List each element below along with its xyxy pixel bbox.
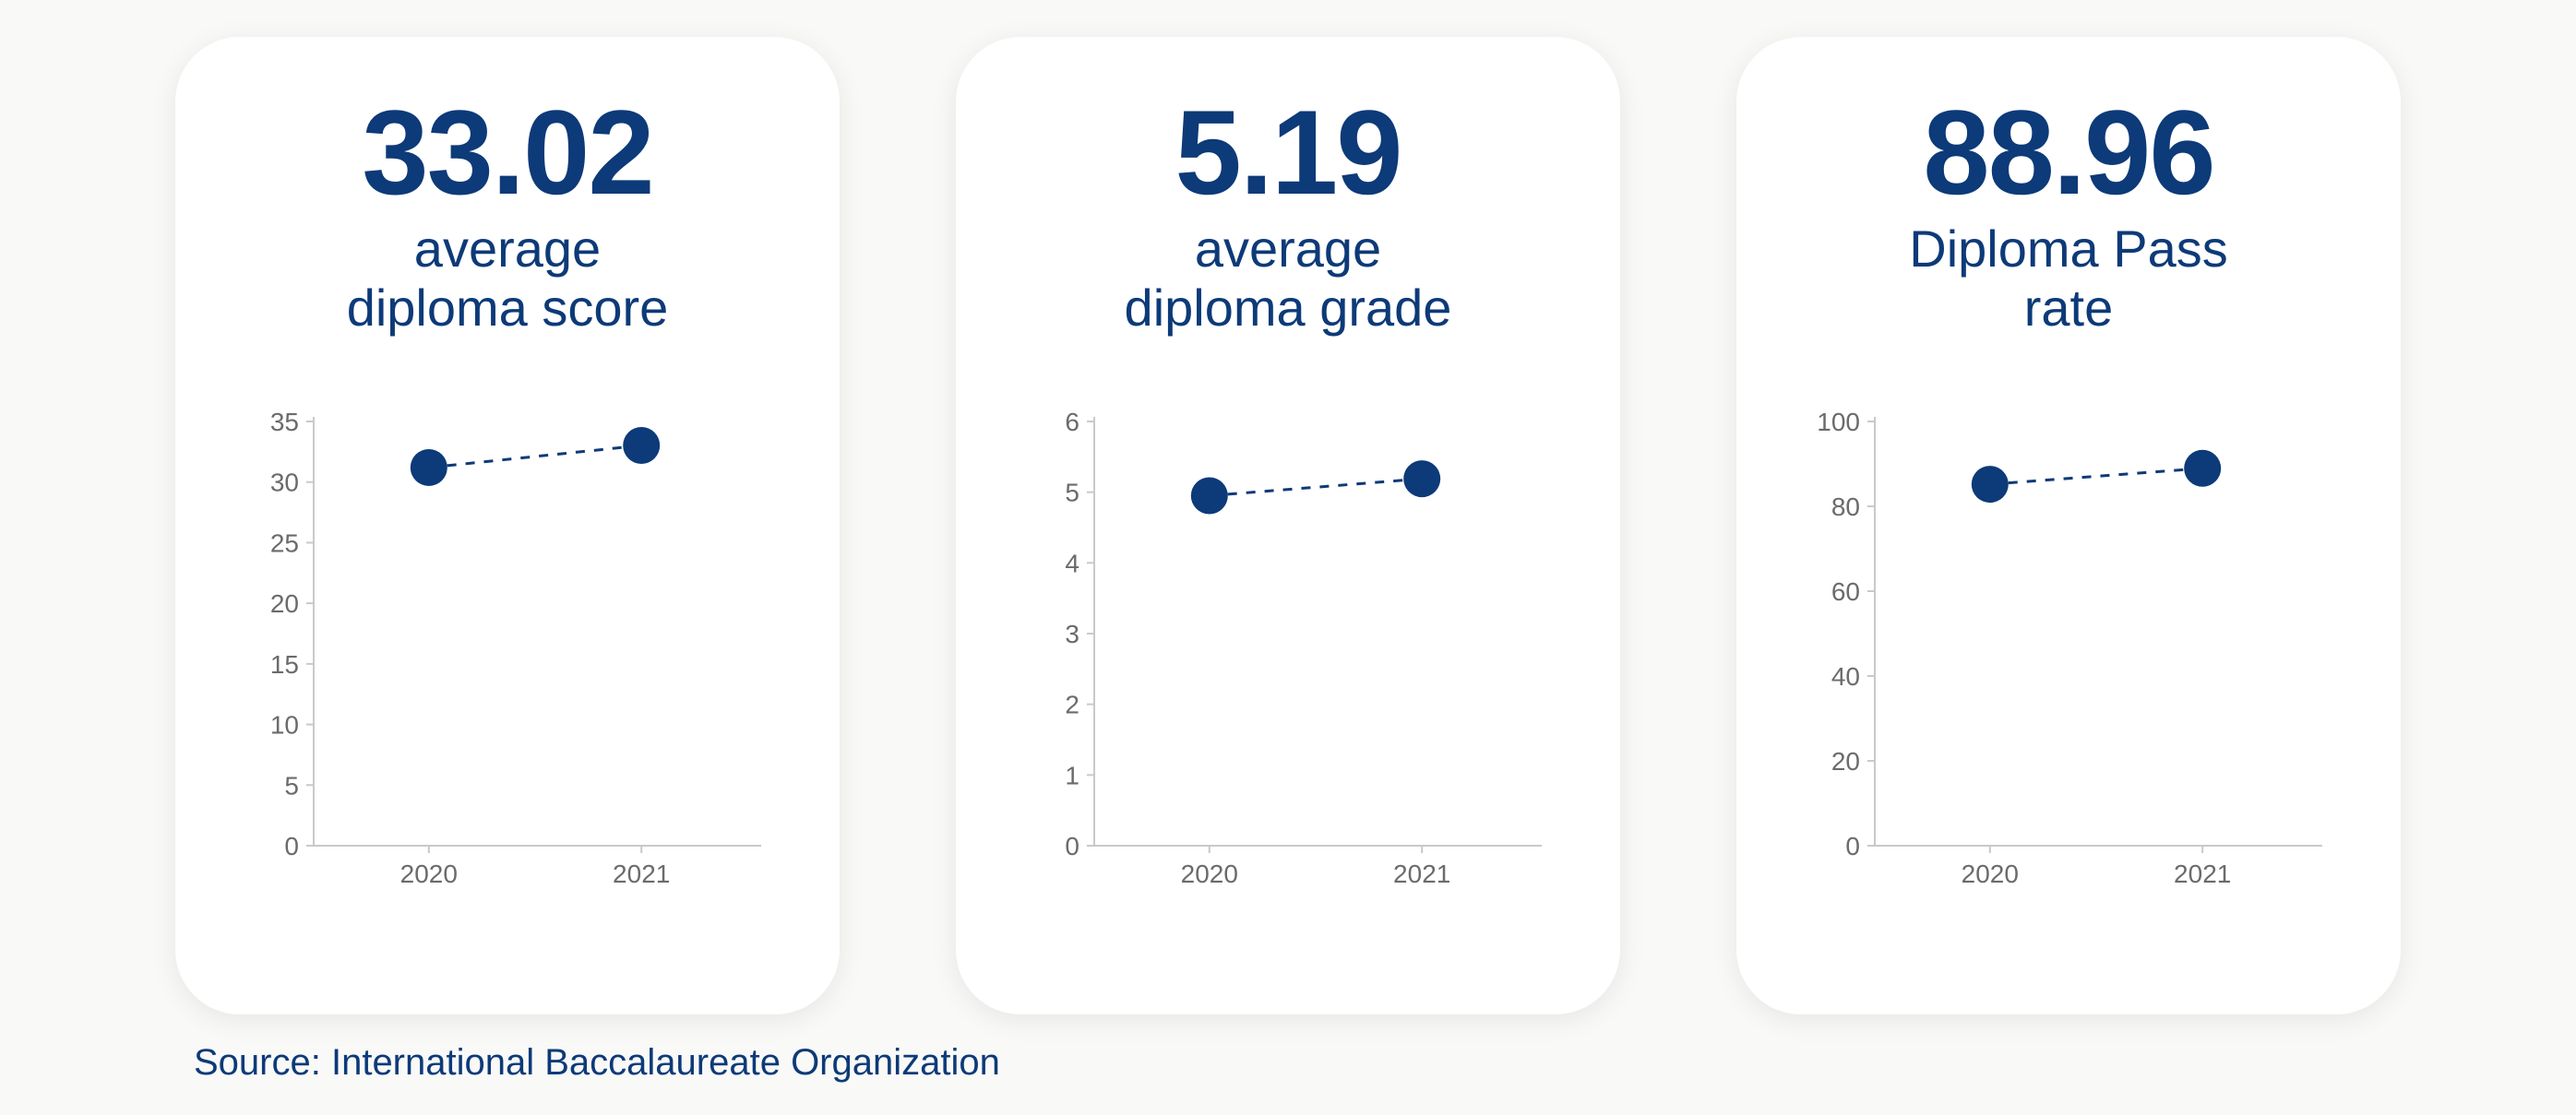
- svg-text:100: 100: [1817, 408, 1860, 436]
- svg-text:80: 80: [1831, 492, 1860, 521]
- svg-text:2020: 2020: [1962, 860, 2019, 888]
- line-chart-icon: 0 20 40 60 80 100 2020 2021: [1801, 403, 2336, 901]
- card-diploma-pass-rate: 88.96 Diploma Pass rate 0 20 40 60 80 100 2020…: [1736, 37, 2401, 1014]
- stat-value: 5.19: [1175, 92, 1401, 212]
- svg-text:3: 3: [1065, 620, 1079, 648]
- chart-avg-diploma-score: 0 5 10 15 20 25 30 35 2020 2021: [240, 403, 775, 901]
- svg-text:2020: 2020: [400, 860, 458, 888]
- svg-text:20: 20: [270, 589, 299, 618]
- card-avg-diploma-grade: 5.19 average diploma grade 0 1 2 3 4 5 6 2020 20…: [956, 37, 1620, 1014]
- line-chart-icon: 0 1 2 3 4 5 6 2020 2021: [1020, 403, 1556, 901]
- card-avg-diploma-score: 33.02 average diploma score 0 5 10 15 20 25 30…: [175, 37, 840, 1014]
- stat-value: 88.96: [1923, 92, 2213, 212]
- svg-text:2: 2: [1065, 690, 1079, 718]
- svg-text:2020: 2020: [1181, 860, 1238, 888]
- svg-text:5: 5: [284, 771, 299, 800]
- svg-text:0: 0: [1065, 832, 1079, 860]
- svg-text:2021: 2021: [613, 860, 670, 888]
- svg-text:6: 6: [1065, 408, 1079, 436]
- svg-text:10: 10: [270, 710, 299, 739]
- chart-diploma-pass-rate: 0 20 40 60 80 100 2020 2021: [1801, 403, 2336, 901]
- chart-avg-diploma-grade: 0 1 2 3 4 5 6 2020 2021: [1020, 403, 1556, 901]
- stat-label: Diploma Pass rate: [1909, 219, 2227, 338]
- line-chart-icon: 0 5 10 15 20 25 30 35 2020 2021: [240, 403, 775, 901]
- svg-text:30: 30: [270, 468, 299, 496]
- svg-text:35: 35: [270, 408, 299, 436]
- svg-text:40: 40: [1831, 662, 1860, 691]
- svg-text:1: 1: [1065, 761, 1079, 789]
- svg-text:2021: 2021: [2174, 860, 2231, 888]
- svg-text:0: 0: [284, 832, 299, 860]
- stat-label: average diploma score: [347, 219, 669, 338]
- svg-text:60: 60: [1831, 577, 1860, 606]
- svg-text:2021: 2021: [1393, 860, 1450, 888]
- svg-text:20: 20: [1831, 747, 1860, 776]
- cards-row: 33.02 average diploma score 051015202530…: [0, 0, 2576, 1014]
- svg-text:4: 4: [1065, 549, 1079, 577]
- svg-text:5: 5: [1065, 478, 1079, 506]
- svg-text:0: 0: [1845, 832, 1860, 860]
- svg-text:25: 25: [270, 528, 299, 557]
- svg-text:15: 15: [270, 650, 299, 679]
- stat-value: 33.02: [362, 92, 652, 212]
- source-attribution: Source: International Baccalaureate Orga…: [194, 1042, 1000, 1084]
- stat-label: average diploma grade: [1125, 219, 1452, 338]
